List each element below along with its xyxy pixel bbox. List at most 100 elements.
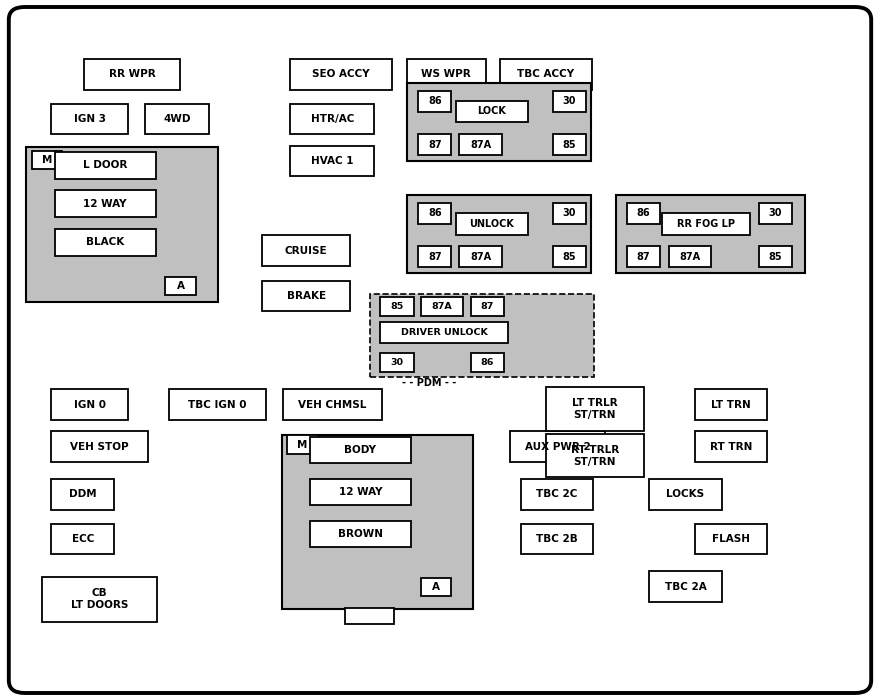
FancyBboxPatch shape [26,147,218,302]
Text: 85: 85 [390,302,404,311]
Text: 30: 30 [391,358,403,367]
Text: LT TRLR
ST/TRN: LT TRLR ST/TRN [572,398,618,419]
Text: M: M [42,155,52,165]
FancyBboxPatch shape [407,195,591,273]
Text: BROWN: BROWN [338,529,383,539]
FancyBboxPatch shape [370,294,594,377]
Text: BLACK: BLACK [86,237,124,247]
Text: 87A: 87A [431,302,452,311]
FancyBboxPatch shape [616,195,805,273]
FancyBboxPatch shape [521,479,593,510]
FancyBboxPatch shape [471,297,504,316]
Text: A: A [432,582,440,592]
Text: IGN 3: IGN 3 [74,114,106,124]
FancyBboxPatch shape [290,104,374,134]
FancyBboxPatch shape [456,214,528,235]
FancyBboxPatch shape [546,434,644,477]
FancyBboxPatch shape [42,577,157,622]
Text: TBC 2A: TBC 2A [664,582,707,591]
FancyBboxPatch shape [290,59,392,90]
FancyBboxPatch shape [418,246,451,267]
Text: DDM: DDM [69,489,97,499]
Text: HTR/AC: HTR/AC [311,114,354,124]
Text: BRAKE: BRAKE [287,291,326,301]
FancyBboxPatch shape [510,431,605,462]
FancyBboxPatch shape [169,389,266,420]
FancyBboxPatch shape [287,435,318,454]
Text: 87: 87 [636,252,650,262]
FancyBboxPatch shape [380,322,508,343]
FancyBboxPatch shape [459,246,502,267]
FancyBboxPatch shape [51,389,128,420]
FancyBboxPatch shape [459,134,502,155]
Text: TBC 2B: TBC 2B [536,534,578,544]
FancyBboxPatch shape [310,521,411,547]
Text: 30: 30 [768,209,782,218]
FancyBboxPatch shape [662,214,750,235]
FancyBboxPatch shape [695,431,767,462]
Text: - - PDM - -: - - PDM - - [402,378,457,388]
FancyBboxPatch shape [553,246,586,267]
FancyBboxPatch shape [421,578,451,596]
FancyBboxPatch shape [695,389,767,420]
Text: SEO ACCY: SEO ACCY [312,69,370,79]
FancyBboxPatch shape [649,479,722,510]
FancyBboxPatch shape [649,571,722,602]
Text: L DOOR: L DOOR [83,160,128,170]
FancyBboxPatch shape [553,203,586,224]
Text: 86: 86 [636,209,650,218]
Text: HVAC 1: HVAC 1 [311,156,354,166]
FancyBboxPatch shape [165,277,196,295]
Text: LT TRN: LT TRN [711,400,752,410]
Text: RT TRLR
ST/TRN: RT TRLR ST/TRN [571,445,619,466]
FancyBboxPatch shape [32,151,62,169]
FancyBboxPatch shape [521,524,593,554]
FancyBboxPatch shape [500,59,592,90]
FancyBboxPatch shape [695,524,767,554]
Text: 30: 30 [562,97,576,106]
Text: WS WPR: WS WPR [422,69,471,79]
FancyBboxPatch shape [418,134,451,155]
FancyBboxPatch shape [669,246,711,267]
Text: A: A [177,281,185,291]
FancyBboxPatch shape [310,479,411,505]
Text: VEH STOP: VEH STOP [70,442,128,452]
Text: TBC IGN 0: TBC IGN 0 [188,400,246,410]
FancyBboxPatch shape [310,437,411,463]
FancyBboxPatch shape [759,203,792,224]
Text: RR WPR: RR WPR [108,69,156,79]
FancyBboxPatch shape [380,353,414,372]
Text: CRUISE: CRUISE [285,246,327,256]
FancyBboxPatch shape [421,297,463,316]
Text: M: M [297,440,307,449]
FancyBboxPatch shape [145,104,209,134]
FancyBboxPatch shape [55,229,156,256]
Text: 12 WAY: 12 WAY [84,199,127,209]
FancyBboxPatch shape [456,101,528,122]
Text: DRIVER UNLOCK: DRIVER UNLOCK [400,328,488,337]
FancyBboxPatch shape [55,152,156,178]
Text: 87A: 87A [470,252,491,262]
FancyBboxPatch shape [51,431,148,462]
FancyBboxPatch shape [471,353,504,372]
Text: 85: 85 [768,252,782,262]
FancyBboxPatch shape [283,389,382,420]
FancyBboxPatch shape [759,246,792,267]
FancyBboxPatch shape [262,281,350,312]
Text: 87: 87 [428,252,442,262]
Text: TBC 2C: TBC 2C [536,489,578,499]
Text: 87A: 87A [679,252,700,262]
Text: 86: 86 [428,209,442,218]
Text: CB
LT DOORS: CB LT DOORS [70,589,128,610]
Text: 12 WAY: 12 WAY [339,487,382,497]
FancyBboxPatch shape [553,91,586,112]
Text: LOCK: LOCK [478,106,506,116]
Text: 86: 86 [428,97,442,106]
Text: BODY: BODY [344,445,377,455]
Text: FLASH: FLASH [712,534,751,544]
Text: AUX PWR 2: AUX PWR 2 [525,442,590,452]
Text: ECC: ECC [71,534,94,544]
Text: 85: 85 [562,252,576,262]
Text: TBC ACCY: TBC ACCY [517,69,575,79]
FancyBboxPatch shape [290,146,374,176]
